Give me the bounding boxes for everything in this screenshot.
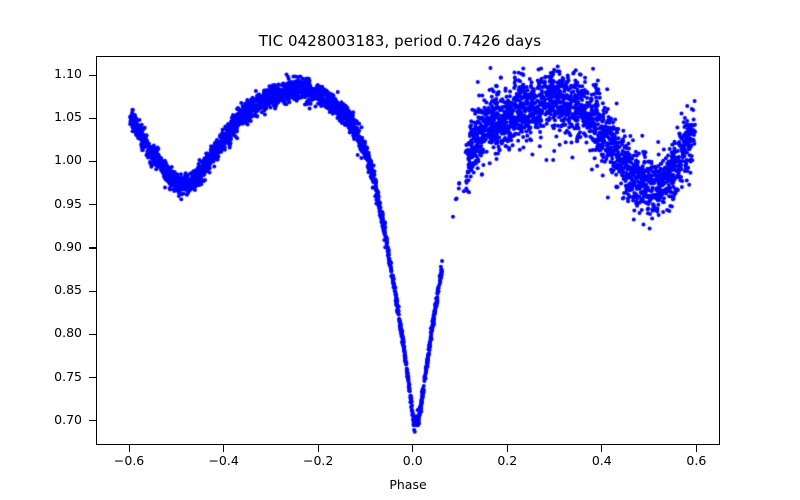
- x-tick-label: 0.4: [591, 453, 612, 468]
- chart-title: TIC 0428003183, period 0.7426 days: [258, 32, 542, 50]
- y-axis-label-wrap: Normalized PDC flux: [34, 56, 52, 445]
- y-tick-label: 0.90: [54, 238, 82, 254]
- y-tick-label: 0.85: [54, 282, 82, 298]
- x-tick-label: 0.2: [497, 453, 518, 468]
- y-tick-label: 1.05: [54, 109, 82, 125]
- y-tick-label: 1.10: [54, 66, 82, 82]
- y-tick-mark: [89, 204, 96, 206]
- y-tick-label: 0.95: [54, 195, 82, 211]
- y-tick-mark: [89, 333, 96, 335]
- x-tick-label: −0.6: [113, 453, 145, 468]
- y-tick-mark: [89, 420, 96, 422]
- x-axis-label: Phase: [389, 477, 427, 492]
- y-tick-mark: [89, 247, 96, 249]
- x-tick-mark: [317, 445, 319, 452]
- y-tick-mark: [89, 377, 96, 379]
- x-tick-mark: [223, 445, 225, 452]
- x-tick-label: 0.0: [402, 453, 423, 468]
- y-tick-label: 1.00: [54, 152, 82, 168]
- x-tick-mark: [506, 445, 508, 452]
- x-tick-label: −0.2: [302, 453, 334, 468]
- y-tick-mark: [89, 160, 96, 163]
- y-tick-label: 0.80: [54, 325, 82, 341]
- x-tick-mark: [128, 445, 130, 452]
- y-tick-label: 0.75: [54, 368, 82, 384]
- y-tick-mark: [89, 117, 96, 119]
- scatter-plot-area: [97, 57, 719, 444]
- x-tick-label: 0.6: [686, 453, 707, 468]
- x-tick-mark: [601, 445, 603, 452]
- x-tick-label: −0.4: [208, 453, 239, 468]
- x-tick-mark: [695, 445, 697, 452]
- plot-axes: [96, 56, 720, 445]
- x-tick-mark: [412, 445, 414, 452]
- y-tick-mark: [89, 74, 96, 76]
- y-tick-mark: [89, 290, 96, 292]
- y-tick-label: 0.70: [54, 411, 82, 427]
